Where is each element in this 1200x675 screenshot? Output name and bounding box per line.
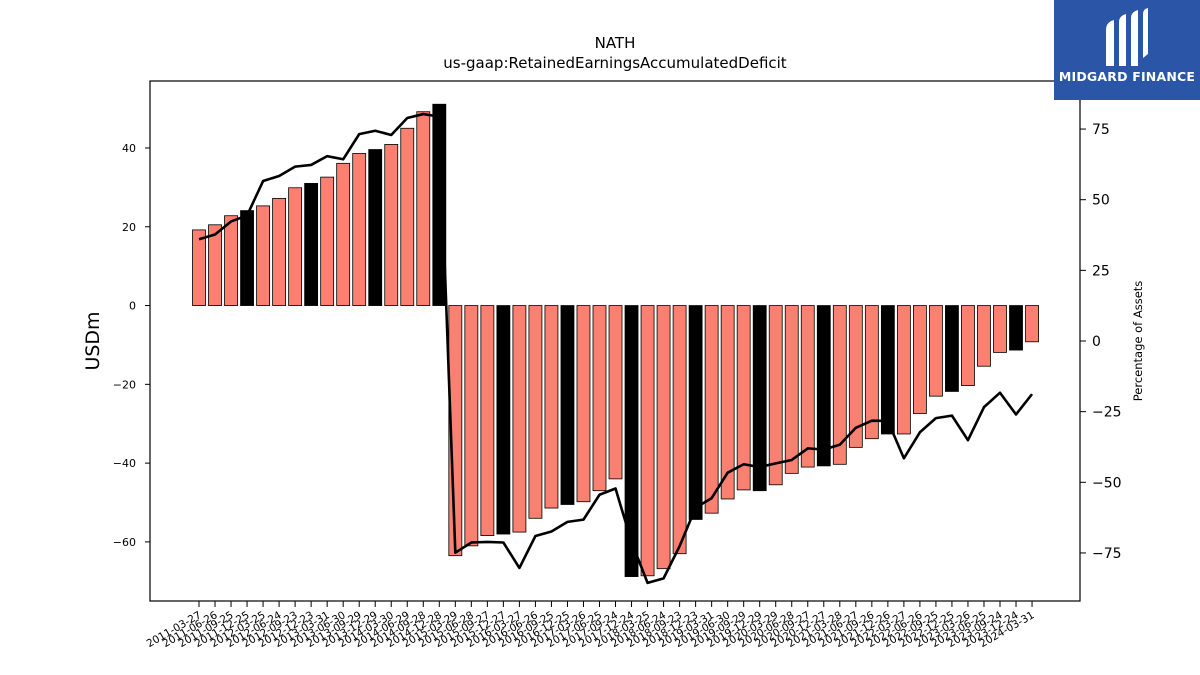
bar	[192, 229, 206, 306]
x-axis: 2011-03-272011-06-262011-09-252011-12-25…	[145, 601, 1037, 650]
bar	[544, 305, 559, 509]
bar	[656, 305, 671, 570]
bar	[672, 305, 687, 555]
bar	[977, 305, 991, 367]
bars-group	[192, 103, 1039, 577]
brand-logo: MIDGARD FINANCE	[1054, 0, 1200, 100]
bar	[480, 305, 495, 537]
y2-tick-label: 75	[1092, 122, 1110, 138]
bar	[400, 127, 415, 306]
y2-tick-label: −75	[1092, 546, 1122, 562]
midgard-logo-icon	[1106, 8, 1148, 66]
bar	[256, 205, 270, 306]
y2-tick-label: 50	[1092, 193, 1110, 209]
bar	[512, 305, 527, 533]
y-tick-label: −60	[113, 536, 136, 549]
y-tick-label: 20	[122, 221, 136, 234]
bar	[945, 305, 959, 392]
bar	[800, 305, 815, 468]
bar	[608, 305, 623, 480]
y-tick-label: 0	[129, 300, 136, 313]
bar	[576, 305, 591, 503]
bar	[832, 305, 847, 465]
bar	[288, 187, 303, 306]
y-axis-left: −60 −40 −20 0 20 40	[113, 142, 150, 549]
y-tick-label: 40	[122, 142, 136, 155]
bar	[496, 305, 511, 535]
bar	[320, 176, 335, 306]
y2-axis-label: Percentage of Assets	[1131, 281, 1145, 402]
bar	[368, 149, 383, 306]
bar	[416, 111, 431, 306]
bar	[624, 305, 639, 577]
bar	[961, 305, 975, 386]
bar	[208, 224, 222, 306]
bar	[929, 305, 943, 397]
y-axis-right: −75 −50 −25 0 25 50 75	[1080, 122, 1122, 562]
bar	[224, 215, 238, 306]
y-tick-label: −40	[113, 457, 136, 470]
bar	[336, 162, 351, 306]
bar	[880, 305, 895, 435]
chart-title: NATH	[595, 34, 636, 52]
y-axis-label: USDm	[82, 311, 104, 370]
bar	[816, 305, 831, 467]
y2-tick-label: 0	[1092, 334, 1101, 350]
bar	[240, 210, 254, 306]
bar	[784, 305, 799, 474]
y2-tick-label: 25	[1092, 263, 1110, 279]
bar	[688, 305, 703, 520]
bar	[720, 305, 735, 500]
bar	[464, 305, 479, 547]
bar	[432, 103, 447, 306]
bar	[993, 305, 1007, 353]
bar	[848, 305, 863, 448]
bar	[640, 305, 655, 577]
bar	[272, 197, 287, 306]
bar	[752, 305, 767, 492]
percentage-line	[198, 112, 1034, 585]
y2-tick-label: −25	[1092, 405, 1122, 421]
bar	[704, 305, 719, 514]
bar	[736, 305, 751, 491]
bar	[560, 305, 575, 505]
bar	[1009, 305, 1023, 351]
chart-subtitle: us-gaap:RetainedEarningsAccumulatedDefic…	[443, 54, 787, 72]
y-tick-label: −20	[113, 378, 136, 391]
bar	[304, 183, 319, 306]
bar	[1025, 305, 1039, 343]
brand-name: MIDGARD FINANCE	[1058, 69, 1196, 84]
bar	[896, 305, 911, 435]
bar	[864, 305, 879, 440]
bar	[384, 144, 399, 306]
bar	[768, 305, 783, 486]
bar	[913, 305, 927, 414]
bar	[528, 305, 543, 519]
bar	[592, 305, 607, 492]
bar	[352, 153, 367, 306]
y2-tick-label: −50	[1092, 475, 1122, 491]
